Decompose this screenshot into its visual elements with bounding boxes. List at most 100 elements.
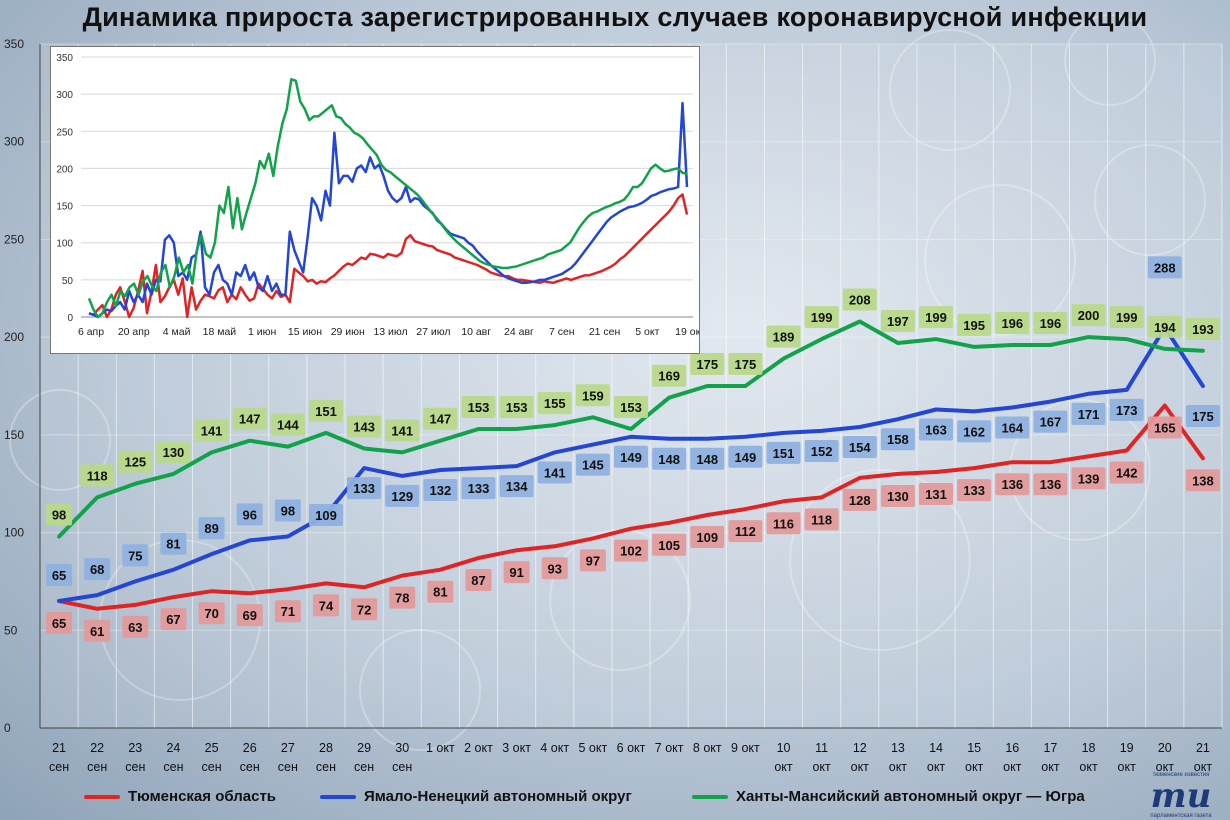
x-tick-label: 2 окт xyxy=(464,741,493,755)
data-label-bg xyxy=(1147,256,1182,279)
data-label: 153 xyxy=(506,400,528,415)
x-tick-label: 25 xyxy=(205,741,219,755)
inset-x-tick-label: 21 сен xyxy=(589,326,621,338)
data-label: 67 xyxy=(166,612,180,627)
data-label-bg xyxy=(499,475,534,498)
data-label-bg xyxy=(614,445,648,468)
data-label-bg xyxy=(880,484,915,507)
data-label: 116 xyxy=(773,516,794,531)
data-label: 130 xyxy=(887,489,909,504)
data-label-bg xyxy=(614,395,648,418)
data-label-bg xyxy=(274,600,301,623)
x-tick-label: сен xyxy=(278,760,298,774)
series-line xyxy=(57,325,1205,603)
data-label-bg xyxy=(842,488,877,511)
data-label-bg xyxy=(690,525,725,548)
data-label: 97 xyxy=(586,553,600,568)
data-label: 139 xyxy=(1078,471,1100,486)
x-tick-label: 16 xyxy=(1005,741,1019,755)
data-label: 147 xyxy=(430,412,452,427)
data-label-bg xyxy=(423,407,458,430)
data-label-bg xyxy=(575,384,610,407)
legend-swatch-green xyxy=(692,794,728,799)
data-label: 153 xyxy=(468,400,490,415)
data-label-bg xyxy=(46,503,73,526)
data-label-bg xyxy=(766,325,801,348)
inset-y-tick-label: 250 xyxy=(56,127,73,138)
data-label: 196 xyxy=(1001,316,1023,331)
data-label-bg xyxy=(919,306,954,329)
x-tick-label: 26 xyxy=(243,741,257,755)
series-line xyxy=(57,403,1205,611)
y-tick-label: 100 xyxy=(4,526,24,540)
data-label: 78 xyxy=(395,591,409,606)
data-label-bg xyxy=(347,415,382,438)
data-label-bg xyxy=(1185,317,1220,340)
data-label-bg xyxy=(1109,306,1144,329)
data-label-bg xyxy=(46,563,73,586)
legend-label: Тюменская область xyxy=(128,788,277,805)
data-label: 72 xyxy=(357,602,371,617)
data-label: 159 xyxy=(582,388,604,403)
data-label-bg xyxy=(122,615,149,638)
data-label: 105 xyxy=(658,538,680,553)
data-label: 128 xyxy=(849,493,871,508)
data-label-bg xyxy=(503,561,530,584)
data-label: 109 xyxy=(696,530,718,545)
data-label-bg xyxy=(308,399,343,422)
inset-y-tick-label: 0 xyxy=(67,313,73,324)
x-tick-label: 30 xyxy=(395,741,409,755)
x-tick-label: окт xyxy=(774,760,793,774)
data-label: 165 xyxy=(1154,421,1176,436)
legend-label: Ханты-Мансийский автономный округ — Югра xyxy=(736,788,1085,805)
data-label: 175 xyxy=(1192,409,1214,424)
publisher-logo: тюменские известия mu парламентская газе… xyxy=(1145,772,1217,819)
data-label-bg xyxy=(461,477,496,500)
data-label-bg xyxy=(347,477,382,500)
data-label: 196 xyxy=(1040,316,1062,331)
x-tick-label: 3 окт xyxy=(502,741,531,755)
data-label-bg xyxy=(84,619,111,642)
data-label-bg xyxy=(270,413,305,436)
x-tick-label: окт xyxy=(1041,760,1060,774)
data-label: 81 xyxy=(166,537,180,552)
x-tick-label: сен xyxy=(354,760,374,774)
data-label-bg xyxy=(385,419,420,442)
data-label: 98 xyxy=(52,507,66,522)
x-tick-label: сен xyxy=(163,760,183,774)
data-label: 69 xyxy=(242,608,256,623)
inset-x-tick-label: 7 сен xyxy=(549,326,575,338)
x-tick-label: 8 окт xyxy=(693,741,722,755)
inset-x-tick-label: 5 окт xyxy=(635,326,659,338)
data-label-bg xyxy=(842,288,877,311)
x-tick-label: 27 xyxy=(281,741,295,755)
data-label-bg xyxy=(1071,402,1106,425)
data-label-bg xyxy=(1033,410,1068,433)
data-label: 194 xyxy=(1154,320,1176,335)
inset-chart-panel: 0 50 100 150 200 250 300 350 6 апр 20 апр 4 май 18 … xyxy=(50,46,705,354)
data-label-bg xyxy=(160,532,187,555)
data-label-bg xyxy=(1147,315,1182,338)
data-label: 136 xyxy=(1040,477,1062,492)
inset-x-tick-label: 19 окт xyxy=(675,326,699,338)
data-label-bg xyxy=(652,533,687,556)
data-label-bg xyxy=(423,479,458,502)
x-tick-label: сен xyxy=(49,760,69,774)
data-label-bg xyxy=(312,594,339,617)
x-tick-label: окт xyxy=(965,760,984,774)
data-label: 149 xyxy=(620,450,642,465)
data-label: 154 xyxy=(849,440,871,455)
data-label: 208 xyxy=(849,293,871,308)
x-tick-label: окт xyxy=(812,760,831,774)
x-tick-label: окт xyxy=(1079,760,1098,774)
data-label: 87 xyxy=(471,573,485,588)
y-tick-label: 350 xyxy=(4,37,24,51)
inset-y-tick-label: 300 xyxy=(56,90,73,101)
x-tick-label: 23 xyxy=(128,741,142,755)
data-label: 81 xyxy=(433,585,447,600)
data-label-bg xyxy=(804,439,839,462)
x-tick-label: 15 xyxy=(967,741,981,755)
x-tick-label: 20 xyxy=(1158,741,1172,755)
data-label: 144 xyxy=(277,418,299,433)
data-label-bg xyxy=(690,447,725,470)
